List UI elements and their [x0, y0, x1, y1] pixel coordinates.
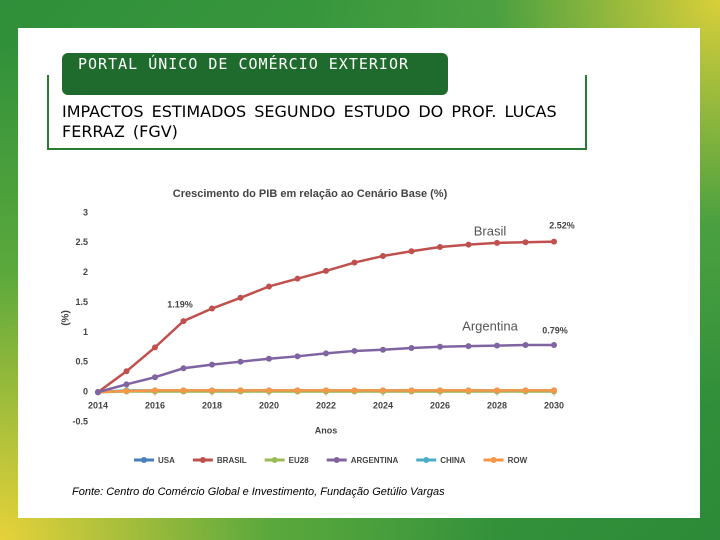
data-point: [180, 365, 187, 372]
data-point: [551, 238, 557, 245]
annotation: Brasil: [474, 223, 507, 238]
data-point: [180, 318, 187, 325]
legend-marker: [490, 457, 497, 463]
x-tick-label: 2030: [544, 401, 564, 411]
y-tick-label: 0: [83, 387, 88, 397]
legend-label: BRASIL: [217, 456, 247, 465]
data-point: [465, 343, 472, 350]
data-point: [152, 344, 158, 351]
legend-marker: [423, 457, 430, 463]
y-tick-label: 0.5: [75, 357, 88, 367]
legend-marker: [333, 457, 340, 463]
y-tick-label: 2: [83, 267, 88, 277]
data-point: [465, 241, 472, 248]
x-tick-label: 2020: [259, 401, 279, 411]
data-point: [237, 358, 244, 365]
y-tick-label: 2.5: [75, 237, 88, 247]
annotation: 1.19%: [167, 299, 193, 309]
data-point: [152, 374, 158, 381]
legend-marker: [271, 457, 278, 463]
data-point: [437, 387, 443, 394]
title-box: [47, 75, 587, 150]
legend-marker: [141, 457, 147, 463]
y-tick-label: 1: [83, 327, 88, 337]
chart-title: Crescimento do PIB em relação ao Cenário…: [173, 188, 448, 200]
data-point: [551, 341, 557, 348]
y-tick-label: 1.5: [75, 297, 88, 307]
legend-label: CHINA: [440, 456, 466, 465]
x-tick-label: 2026: [430, 401, 450, 411]
data-point: [95, 389, 101, 396]
x-axis-label: Anos: [315, 425, 338, 435]
legend-label: EU28: [289, 456, 310, 465]
data-point: [437, 244, 443, 251]
slide-title: IMPACTOS ESTIMADOS SEGUNDO ESTUDO DO PRO…: [62, 102, 557, 141]
data-point: [323, 267, 329, 274]
data-point: [465, 387, 472, 394]
x-tick-label: 2024: [373, 401, 393, 411]
data-point: [380, 252, 386, 259]
data-point: [123, 368, 130, 375]
legend-marker: [199, 457, 206, 463]
annotation: 0.79%: [542, 325, 568, 335]
data-point: [323, 387, 329, 394]
data-point: [351, 259, 358, 266]
data-point: [408, 387, 415, 394]
data-point: [209, 361, 215, 368]
data-point: [123, 381, 130, 388]
data-point: [351, 387, 358, 394]
annotation: Argentina: [462, 318, 518, 333]
source: Fonte: Centro do Comércio Global e Inves…: [72, 486, 445, 498]
legend-label: USA: [158, 456, 175, 465]
data-point: [380, 387, 386, 394]
legend-label: ROW: [508, 456, 528, 465]
data-point: [551, 387, 557, 394]
header: PORTAL ÚNICO DE COMÉRCIO EXTERIOR: [62, 53, 448, 95]
data-point: [152, 387, 158, 394]
legend-label: ARGENTINA: [351, 456, 399, 465]
data-point: [408, 344, 415, 351]
data-point: [408, 248, 415, 255]
data-point: [522, 341, 529, 348]
x-tick-label: 2014: [88, 401, 108, 411]
data-point: [123, 387, 130, 394]
data-point: [494, 387, 500, 394]
data-point: [522, 239, 529, 246]
data-point: [380, 346, 386, 353]
x-tick-label: 2022: [316, 401, 336, 411]
data-point: [266, 283, 272, 290]
y-axis-label: (%): [61, 310, 72, 326]
data-point: [266, 387, 272, 394]
data-point: [294, 275, 301, 282]
data-point: [294, 353, 301, 360]
data-point: [522, 387, 529, 394]
data-point: [494, 342, 500, 349]
data-point: [437, 343, 443, 350]
y-tick-label: -0.5: [72, 416, 88, 426]
data-point: [237, 387, 244, 394]
data-point: [351, 347, 358, 354]
data-point: [237, 294, 244, 301]
series-line: [97, 240, 555, 394]
data-point: [494, 239, 500, 246]
x-tick-label: 2028: [487, 401, 507, 411]
data-point: [266, 355, 272, 362]
data-point: [180, 387, 187, 394]
data-point: [209, 387, 215, 394]
data-point: [209, 305, 215, 312]
y-tick-label: 3: [83, 207, 88, 217]
annotation: 2.52%: [549, 220, 575, 230]
x-tick-label: 2018: [202, 401, 222, 411]
data-point: [323, 350, 329, 357]
data-point: [294, 387, 301, 394]
x-tick-label: 2016: [145, 401, 165, 411]
